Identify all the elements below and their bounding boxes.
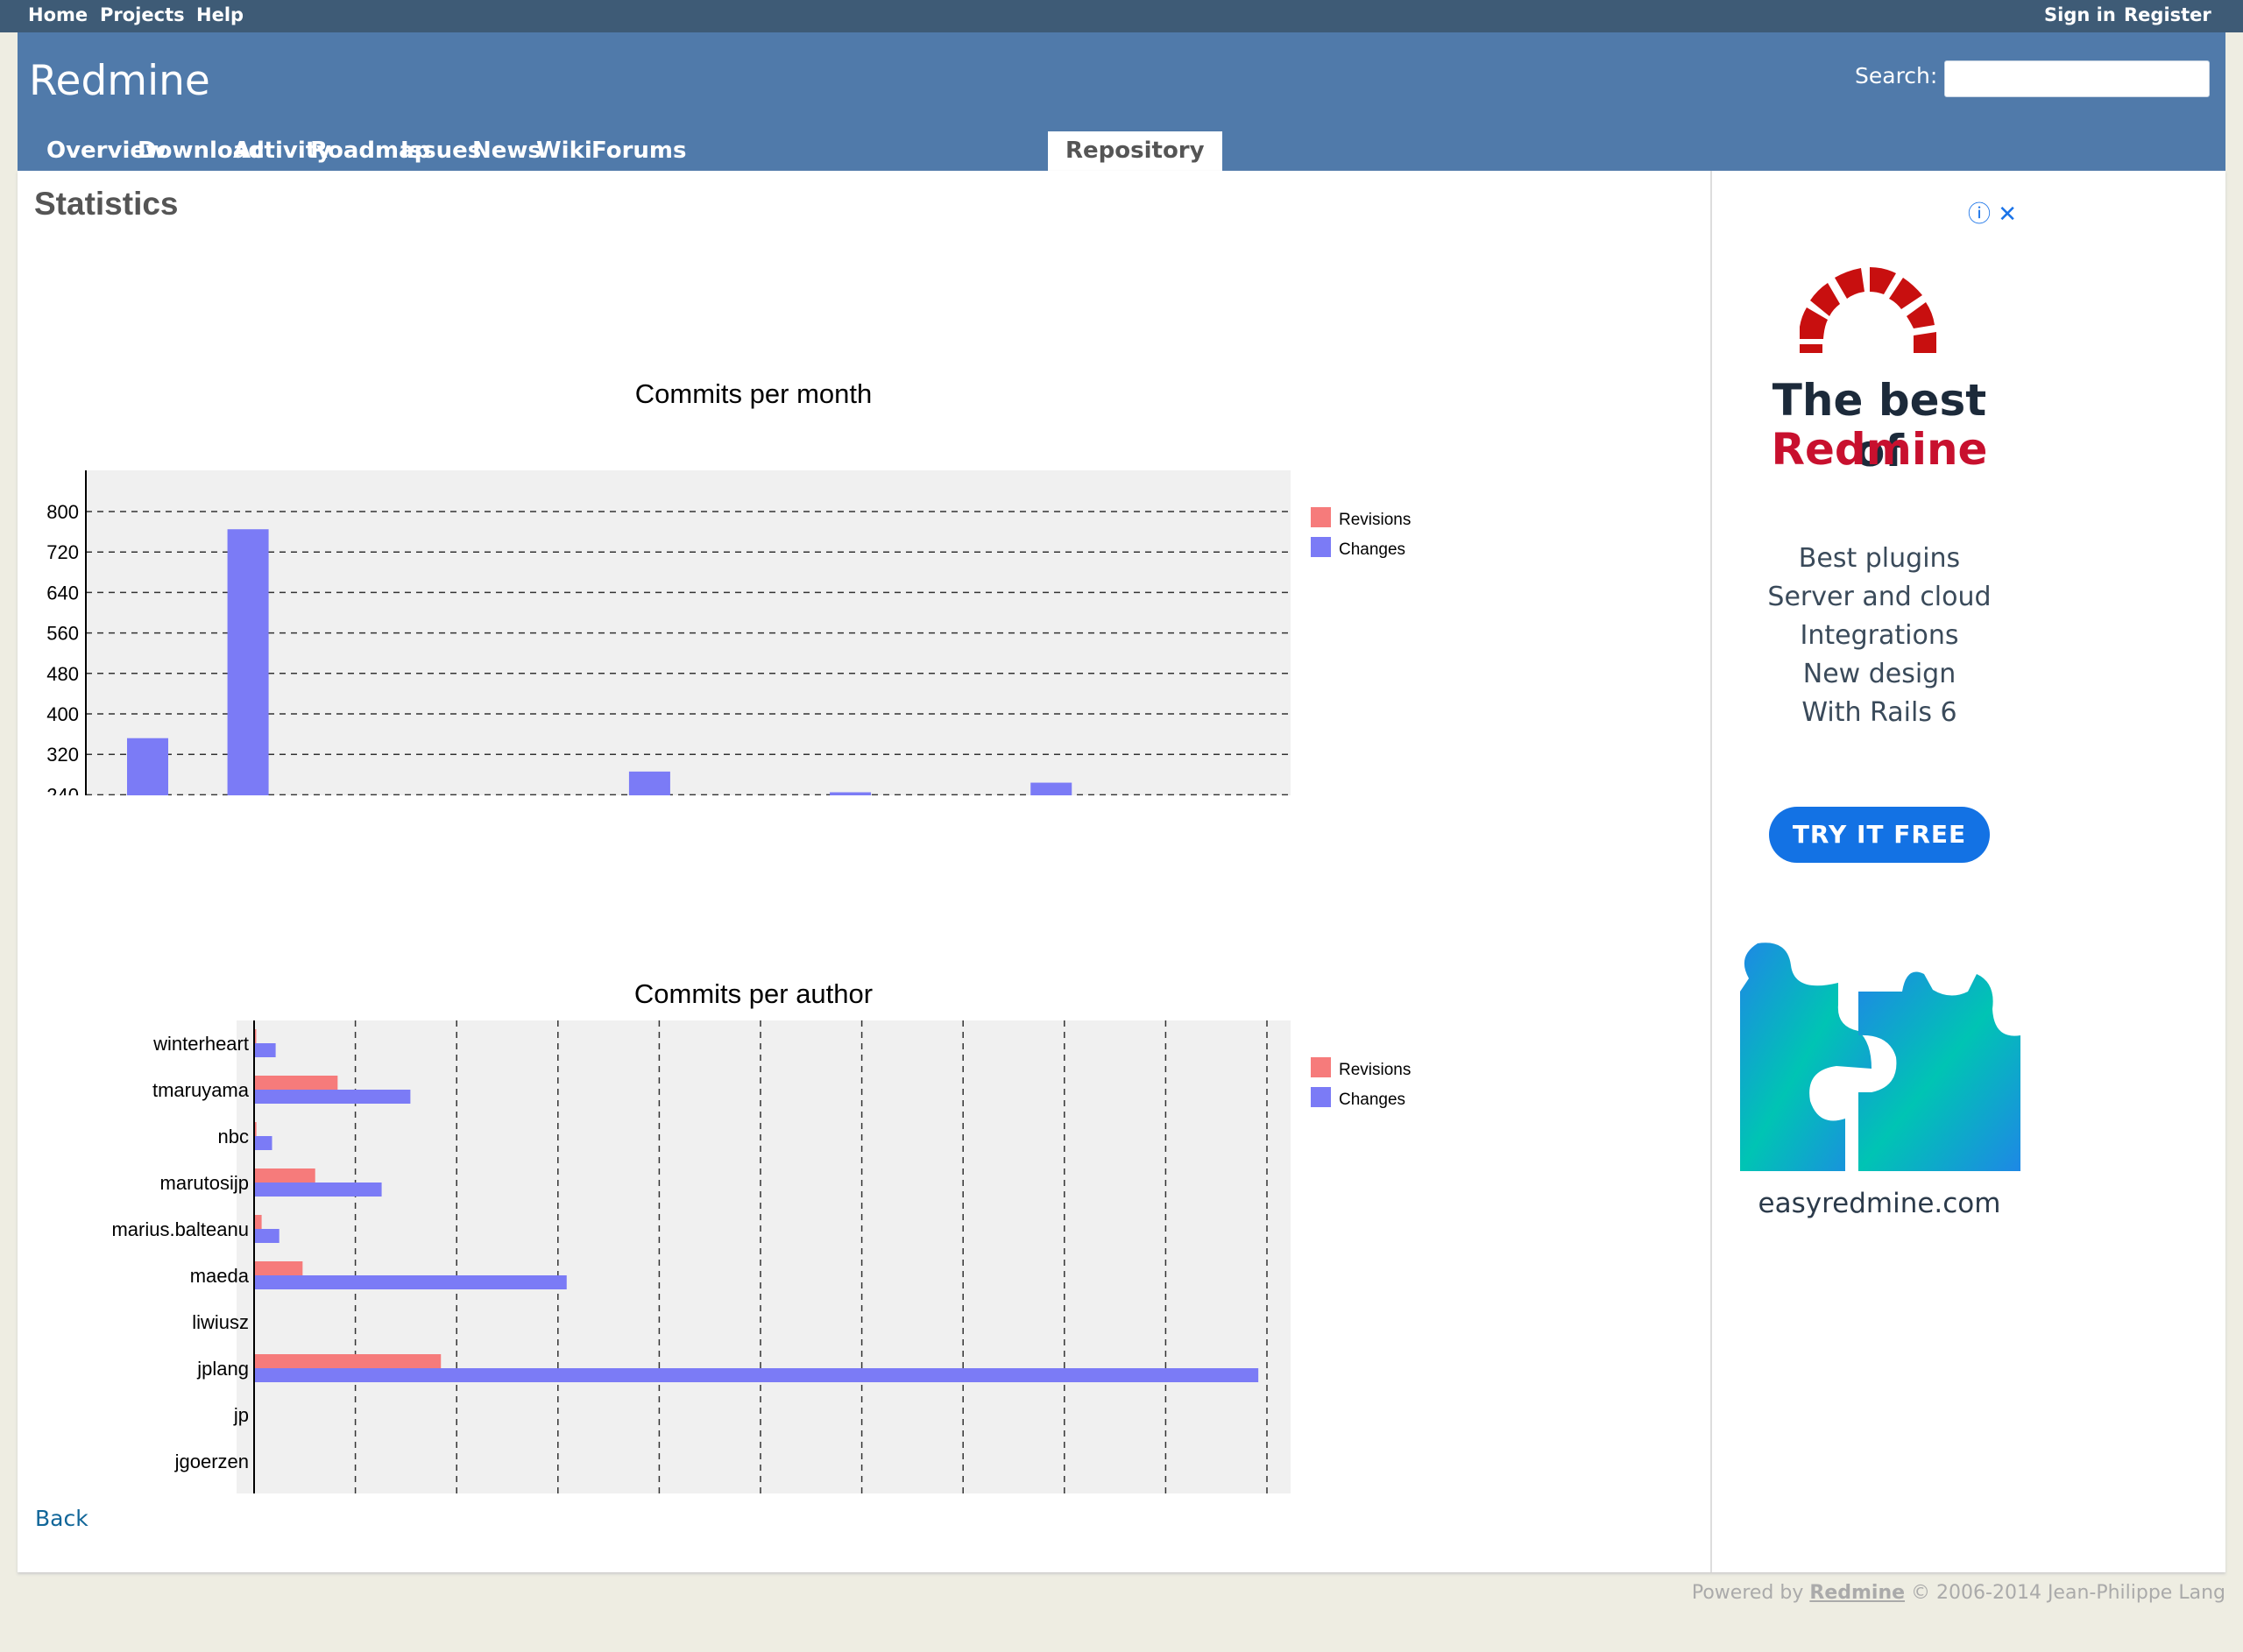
search-label: Search: <box>1855 63 1938 88</box>
ad-headline-brand: Redmine <box>1771 424 1988 475</box>
bar-revisions <box>254 1354 442 1368</box>
tab-issues[interactable]: Issues <box>400 138 482 164</box>
tab-download[interactable]: Download <box>138 138 265 164</box>
y-tick-label: jgoerzen <box>174 1451 249 1472</box>
chart-title: Commits per month <box>635 378 872 409</box>
ad-domain[interactable]: easyredmine.com <box>1758 1188 2001 1219</box>
bar-changes <box>254 1136 272 1150</box>
main-panel: Statistics Commits per month080160240320… <box>18 171 2225 1572</box>
sidebar <box>1710 171 2225 1572</box>
legend-label: Changes <box>1339 540 1405 559</box>
top-menu-home[interactable]: Home <box>28 4 88 25</box>
bar-revisions <box>254 1168 315 1183</box>
chart-title: Commits per author <box>634 978 873 1009</box>
bar-changes <box>254 1275 567 1289</box>
bar-changes <box>127 738 168 795</box>
y-tick-label: 480 <box>46 663 79 685</box>
commits-per-month-chart: Commits per month08016024032040048056064… <box>46 378 1411 795</box>
footer-prefix: Powered by <box>1691 1582 1804 1604</box>
ad-headline: The best of <box>1772 375 1987 477</box>
ad-feature: With Rails 6 <box>1801 697 1957 728</box>
register-link[interactable]: Register <box>2124 4 2211 25</box>
plot-background <box>237 1020 1291 1493</box>
legend-label: Revisions <box>1339 1061 1411 1079</box>
legend-swatch <box>1311 1087 1331 1107</box>
content: Statistics Commits per month080160240320… <box>18 171 1710 1572</box>
y-tick-label: jplang <box>196 1358 249 1380</box>
back-link[interactable]: Back <box>35 1506 88 1531</box>
commits-per-author-chart: Commits per author0563811276169142255228… <box>111 978 1411 1493</box>
y-tick-label: 320 <box>46 744 79 766</box>
y-tick-label: tmaruyama <box>152 1079 250 1101</box>
y-tick-label: liwiusz <box>192 1311 249 1333</box>
ad-feature: Server and cloud <box>1767 582 1992 612</box>
y-tick-label: nbc <box>218 1126 249 1147</box>
footer-copyright: © 2006-2014 Jean-Philippe Lang <box>1911 1582 2225 1604</box>
bar-revisions <box>254 1029 257 1043</box>
legend-label: Changes <box>1339 1091 1405 1109</box>
y-tick-label: 560 <box>46 623 79 645</box>
legend-swatch <box>1311 537 1331 557</box>
bar-revisions <box>254 1261 303 1275</box>
bar-revisions <box>254 1076 338 1090</box>
legend-swatch <box>1311 507 1331 527</box>
y-tick-label: 800 <box>46 501 79 523</box>
footer-redmine-link[interactable]: Redmine <box>1809 1582 1906 1604</box>
bar-changes <box>830 792 872 795</box>
app-title[interactable]: Redmine <box>29 57 210 105</box>
ad-close-icon[interactable]: ✕ <box>1998 201 2018 228</box>
header: Redmine Search: Overview Download Activi… <box>18 32 2225 171</box>
bar-changes <box>254 1368 1259 1382</box>
page-title: Statistics <box>34 186 179 222</box>
y-tick-label: 400 <box>46 703 79 725</box>
tab-roadmap[interactable]: Roadmap <box>310 138 431 164</box>
y-tick-label: 640 <box>46 582 79 604</box>
bar-changes <box>254 1090 411 1104</box>
legend-label: Revisions <box>1339 511 1411 529</box>
try-it-free-button[interactable]: TRY IT FREE <box>1769 807 1990 863</box>
search-input[interactable] <box>1944 60 2210 97</box>
top-menu: Home Projects Help Sign in Register <box>0 0 2243 32</box>
bar-changes <box>628 771 670 795</box>
bar-changes <box>254 1183 382 1197</box>
sign-in-link[interactable]: Sign in <box>2044 4 2116 25</box>
bar-changes <box>254 1043 276 1057</box>
bar-changes <box>227 529 269 795</box>
y-tick-label: marius.balteanu <box>111 1218 249 1240</box>
tab-forums[interactable]: Forums <box>591 138 687 164</box>
tab-activity[interactable]: Activity <box>233 138 332 164</box>
top-menu-help[interactable]: Help <box>196 4 244 25</box>
y-tick-label: maeda <box>190 1265 250 1287</box>
ad-feature: Best plugins <box>1798 543 1961 574</box>
tab-overview[interactable]: Overview <box>46 138 167 164</box>
redmine-logo-icon <box>1800 267 1936 353</box>
legend-swatch <box>1311 1057 1331 1077</box>
tab-repository[interactable]: Repository <box>1048 131 1222 171</box>
y-tick-label: 720 <box>46 541 79 563</box>
bar-changes <box>254 1229 279 1243</box>
y-tick-label: jp <box>233 1404 249 1426</box>
top-menu-projects[interactable]: Projects <box>100 4 185 25</box>
ad-feature: New design <box>1802 659 1956 689</box>
y-tick-label: winterheart <box>152 1033 249 1055</box>
tab-wiki[interactable]: Wiki <box>536 138 592 164</box>
bar-changes <box>1030 782 1072 795</box>
tab-news[interactable]: News <box>472 138 541 164</box>
footer: Powered by Redmine © 2006-2014 Jean-Phil… <box>1692 1582 2225 1604</box>
bar-revisions <box>254 1122 257 1136</box>
ad-info-icon[interactable]: ⓘ ✕ <box>1968 201 2018 228</box>
y-tick-label: marutosijp <box>160 1172 249 1194</box>
puzzle-icon <box>1740 942 2020 1171</box>
bar-revisions <box>254 1215 262 1229</box>
ad-feature: Integrations <box>1800 620 1959 651</box>
y-tick-label: 240 <box>46 784 79 795</box>
